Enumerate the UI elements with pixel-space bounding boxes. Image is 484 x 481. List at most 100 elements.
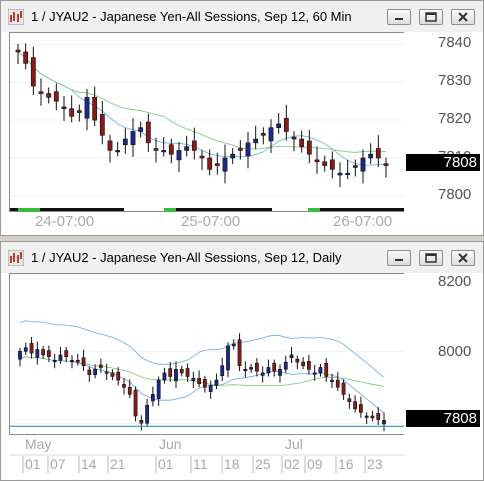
candle-body [383,163,389,166]
minimize-button[interactable] [387,250,411,266]
maximize-button[interactable] [419,9,443,25]
candle-body [237,339,242,366]
window-title: 1 / JYAU2 - Japanese Yen-All Sessions, S… [31,9,352,24]
window-title: 1 / JYAU2 - Japanese Yen-All Sessions, S… [31,250,342,265]
day-label: 18 [224,456,240,472]
moving-average-line [19,356,385,387]
session-marker [308,208,320,211]
candle-body [53,91,59,102]
candle-body [104,371,109,374]
candle-body [133,389,138,417]
candle-body [220,365,225,377]
session-gap [272,208,308,211]
day-tick-marks [9,454,405,473]
candle-body [337,172,343,176]
candle-body [203,379,207,388]
candle-body [23,347,28,352]
candle-body [145,404,149,424]
y-tick-label: 7820 [438,110,472,127]
candle-body [352,165,358,168]
candle-body [278,368,282,376]
day-label: 11 [193,456,208,472]
candle-body [35,349,40,358]
session-marker [18,208,40,211]
maximize-button[interactable] [419,250,443,266]
candle-body [130,131,136,146]
candle-body [289,354,294,359]
candle-body [314,159,320,163]
candle-body [110,372,115,377]
close-button[interactable] [451,9,475,25]
candle-body [347,398,352,402]
candle-body [156,379,161,400]
candle-body [145,121,151,144]
maximize-icon [425,253,437,263]
candle-body [306,140,312,155]
candle-body [46,93,52,98]
y-tick-label: 8200 [438,273,472,290]
day-label: 14 [81,456,97,472]
candle-body [291,136,297,140]
minimize-icon [395,259,403,261]
candle-body [75,359,80,363]
candle-body [324,362,329,377]
candle-body [179,368,184,374]
day-label: 09 [307,456,323,472]
candle-body [23,51,29,64]
minimize-button[interactable] [387,9,411,25]
y-tick-label: 7800 [438,186,472,203]
price-plot-area[interactable] [9,32,405,212]
candle-body [368,153,374,159]
day-label: 02 [284,456,300,472]
candle-body [162,372,167,381]
chart-window-60min: 1 / JYAU2 - Japanese Yen-All Sessions, S… [0,0,484,236]
candle-body [330,379,334,382]
window-titlebar[interactable]: 1 / JYAU2 - Japanese Yen-All Sessions, S… [1,1,483,32]
time-axis: May Jun Jul 01 07 14 21 01 11 18 25 02 0… [9,435,405,479]
price-axis: 7840 7830 7820 7810 7800 [404,32,482,212]
candle-body [38,91,44,94]
candle-body [30,57,36,87]
day-label: 01 [158,456,174,472]
chart-window-daily: 1 / JYAU2 - Japanese Yen-All Sessions, S… [0,241,484,481]
day-label: 25 [255,456,271,472]
candle-body [151,394,155,402]
month-label: May [25,436,52,452]
candle-body [52,359,57,363]
candle-body [268,127,274,142]
candle-body [360,157,366,172]
candle-body [76,110,82,113]
candle-body [176,150,182,161]
candle-body [184,146,190,151]
candle-body [185,368,190,377]
close-button[interactable] [451,250,475,266]
candle-body [153,148,159,151]
candle-body [345,172,351,175]
session-gap [124,208,164,211]
window-titlebar[interactable]: 1 / JYAU2 - Japanese Yen-All Sessions, S… [1,242,483,273]
candle-body [161,150,167,153]
candle-body [266,367,271,374]
session-marker [164,208,176,211]
candle-body [116,371,121,381]
x-tick-label: 24-07:00 [35,213,95,230]
candle-body [64,350,69,357]
moving-average-line [17,51,387,153]
candle-body [230,153,236,159]
current-price-marker: 7808 [406,154,480,171]
candle-body [41,349,46,356]
close-icon [458,253,468,263]
candle-body [283,361,288,370]
candle-body [243,368,248,372]
price-plot-area[interactable] [9,273,405,435]
candle-body [81,357,86,366]
candle-body [214,163,220,166]
candle-body [222,157,228,172]
candle-body [122,138,128,146]
candle-body [364,415,369,418]
day-label: 21 [110,456,126,472]
candle-body [15,49,21,53]
candle-body [115,150,121,153]
candle-body [353,401,357,410]
current-price-marker: 7808 [406,410,480,427]
